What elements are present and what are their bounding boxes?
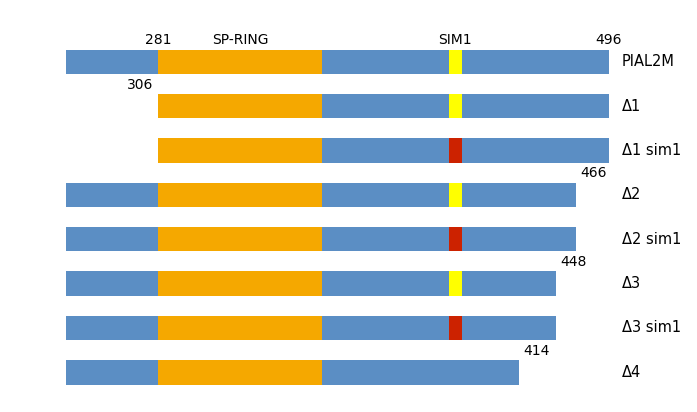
Text: SP-RING: SP-RING: [212, 33, 268, 47]
Text: Δ4: Δ4: [622, 365, 641, 380]
Bar: [449, 138, 462, 163]
Text: Δ1 sim1: Δ1 sim1: [622, 143, 681, 158]
Bar: [158, 316, 323, 340]
Text: Δ3: Δ3: [622, 276, 641, 291]
Bar: [449, 316, 462, 340]
Text: Δ2: Δ2: [622, 187, 641, 202]
Bar: [449, 94, 462, 118]
Bar: [158, 49, 323, 74]
Text: 448: 448: [560, 255, 587, 269]
Text: PIAL2M: PIAL2M: [622, 54, 675, 69]
Bar: [449, 272, 462, 296]
Text: 281: 281: [144, 33, 171, 47]
Bar: [158, 138, 323, 163]
Text: Δ3 sim1: Δ3 sim1: [622, 321, 681, 335]
Bar: [66, 227, 576, 251]
Text: 414: 414: [523, 344, 550, 358]
Bar: [66, 49, 609, 74]
Bar: [449, 227, 462, 251]
Bar: [158, 272, 323, 296]
Text: Δ2 sim1: Δ2 sim1: [622, 232, 682, 247]
Bar: [158, 183, 323, 207]
Text: 306: 306: [127, 78, 153, 92]
Text: SIM1: SIM1: [438, 33, 472, 47]
Bar: [66, 272, 556, 296]
Bar: [66, 316, 556, 340]
Bar: [66, 360, 519, 384]
Text: 466: 466: [581, 166, 607, 180]
Bar: [449, 183, 462, 207]
Text: Δ1: Δ1: [622, 99, 641, 114]
Bar: [158, 94, 323, 118]
Bar: [66, 183, 576, 207]
Bar: [449, 49, 462, 74]
Bar: [158, 360, 323, 384]
Text: 496: 496: [596, 33, 622, 47]
Bar: [158, 227, 323, 251]
Bar: [158, 94, 609, 118]
Bar: [158, 138, 609, 163]
